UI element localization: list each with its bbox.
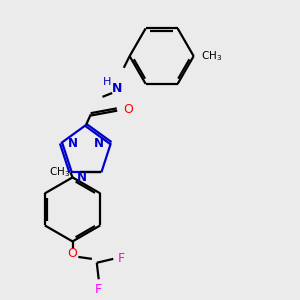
Text: N: N [68,136,78,150]
Text: H: H [103,77,112,87]
Text: N: N [112,82,122,94]
Text: F: F [118,252,124,266]
Text: F: F [95,284,102,296]
Text: N: N [77,171,87,184]
Text: CH$_3$: CH$_3$ [201,49,223,63]
Text: N: N [94,136,104,150]
Text: O: O [68,247,77,260]
Text: CH$_3$: CH$_3$ [49,166,70,179]
Text: O: O [124,103,134,116]
